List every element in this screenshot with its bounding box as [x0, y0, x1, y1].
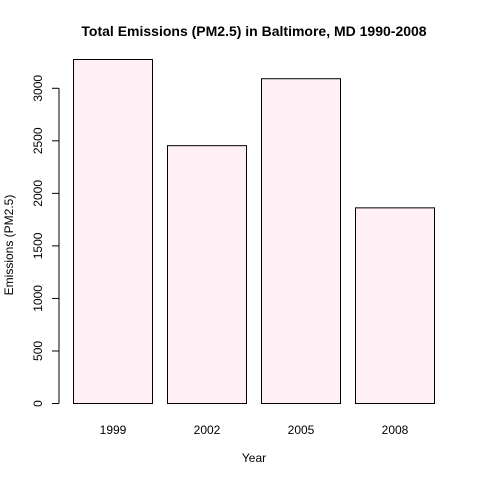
y-tick-label-1500: 1500	[31, 232, 45, 259]
x-axis-title: Year	[242, 451, 266, 465]
x-tick-label-2008: 2008	[382, 423, 409, 437]
y-axis-title: Emissions (PM2.5)	[2, 195, 16, 296]
chart-title: Total Emissions (PM2.5) in Baltimore, MD…	[81, 23, 426, 39]
bars-layer	[73, 59, 435, 405]
y-tick-label-0: 0	[31, 400, 45, 407]
x-tick-label-1999: 1999	[100, 423, 127, 437]
bar-2005	[261, 78, 341, 405]
x-tick-label-2005: 2005	[288, 423, 315, 437]
y-tick-label-1000: 1000	[31, 285, 45, 312]
bar-1999	[73, 59, 153, 404]
y-tick-label-500: 500	[31, 341, 45, 361]
y-axis: 0 500 1000 1500 2000 2500 3000	[31, 75, 60, 407]
y-tick-label-2000: 2000	[31, 180, 45, 207]
x-tick-labels: 1999 2002 2005 2008	[100, 423, 409, 437]
x-tick-label-2002: 2002	[194, 423, 221, 437]
bar-2008	[355, 207, 435, 404]
y-tick-label-3000: 3000	[31, 75, 45, 102]
bar-2002	[167, 145, 247, 405]
y-tick-label-2500: 2500	[31, 127, 45, 154]
